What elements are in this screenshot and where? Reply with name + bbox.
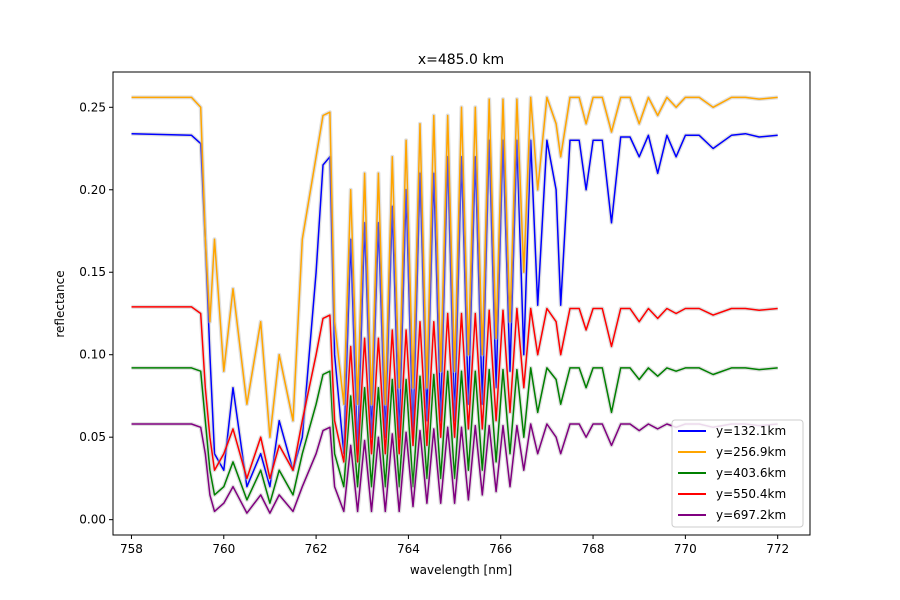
x-tick-label-1: 760 <box>212 542 235 556</box>
legend-label-2: y=403.6km <box>716 466 786 480</box>
series-line-2 <box>131 367 778 504</box>
legend: y=132.1km y=256.9km y=403.6km y=550.4km y=69… <box>671 419 804 528</box>
y-tick-label-4: 0.20 <box>79 183 106 197</box>
x-tick-label-5: 768 <box>582 542 605 556</box>
y-tick-label-5: 0.25 <box>79 100 106 114</box>
x-axis-label: wavelength [nm] <box>410 563 512 577</box>
plot-frame <box>112 71 811 536</box>
x-tick-label-2: 762 <box>305 542 328 556</box>
series-line-0 <box>131 132 778 488</box>
legend-label-1: y=256.9km <box>716 445 786 459</box>
y-axis: 0.00 0.05 0.10 0.15 0.20 0.25 <box>79 100 113 527</box>
plot-area <box>131 95 778 516</box>
x-axis: 758 760 762 764 766 768 770 772 <box>120 535 789 556</box>
legend-label-0: y=132.1km <box>716 424 786 438</box>
y-tick-label-1: 0.05 <box>79 430 106 444</box>
legend-label-4: y=697.2km <box>716 508 786 522</box>
y-tick-label-3: 0.15 <box>79 265 106 279</box>
x-tick-label-3: 764 <box>397 542 420 556</box>
series-line-1 <box>131 96 778 438</box>
x-tick-label-4: 766 <box>489 542 512 556</box>
legend-box <box>671 419 804 528</box>
legend-label-3: y=550.4km <box>716 487 786 501</box>
x-tick-label-7: 772 <box>766 542 789 556</box>
y-tick-label-0: 0.00 <box>79 513 106 527</box>
x-tick-label-0: 758 <box>120 542 143 556</box>
chart-title: x=485.0 km <box>418 52 504 68</box>
series-line-4 <box>131 423 778 514</box>
y-tick-label-2: 0.10 <box>79 348 106 362</box>
x-tick-label-6: 770 <box>674 542 697 556</box>
series-line-3 <box>131 306 778 480</box>
y-axis-label: reflectance <box>53 270 67 337</box>
